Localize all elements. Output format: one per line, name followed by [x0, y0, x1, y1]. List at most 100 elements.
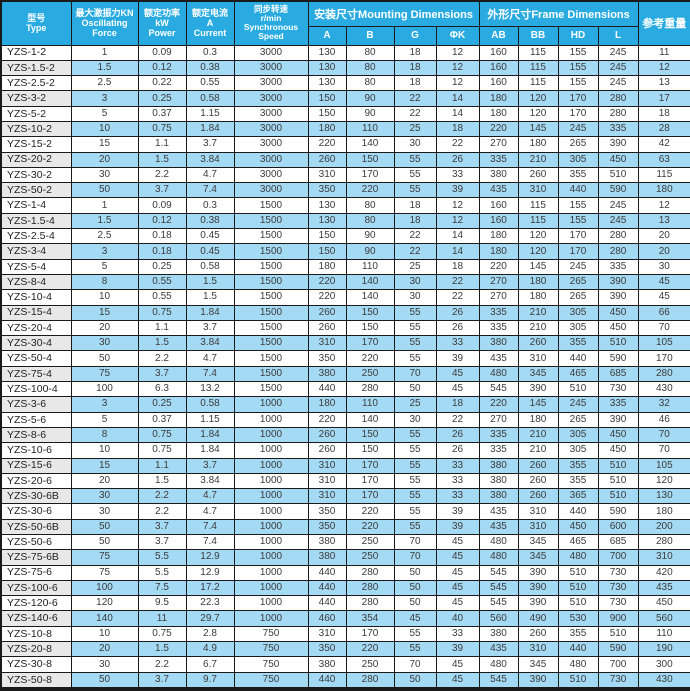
cell-a: 220: [307, 411, 347, 428]
cell-current: 3.7: [185, 136, 235, 153]
cell-model: YZS-75-4: [0, 365, 72, 383]
cell-model: YZS-5-6: [0, 411, 72, 428]
cell-l: 510: [597, 457, 639, 474]
table-row: YZS-30-4 30 1.5 3.84 1500 310 170 55 33 380 260 355…: [0, 335, 690, 352]
cell-speed: 3000: [233, 75, 309, 92]
cell-speed: 1500: [233, 304, 309, 321]
cell-b: 280: [345, 671, 395, 690]
cell-l: 335: [597, 258, 639, 275]
cell-current: 12.9: [185, 549, 235, 566]
cell-l: 600: [597, 518, 639, 536]
cell-force: 50: [70, 533, 139, 551]
cell-force: 15: [70, 304, 139, 321]
cell-l: 450: [597, 442, 639, 459]
cell-current: 7.4: [185, 533, 235, 551]
cell-hd: 305: [557, 426, 599, 444]
cell-speed: 750: [233, 625, 309, 643]
cell-l: 510: [597, 472, 639, 490]
cell-current: 1.84: [185, 426, 235, 444]
cell-current: 0.38: [185, 59, 235, 77]
table-row: YZS-50-6 50 3.7 7.4 1000 380 250 70 45 480 345 465 6…: [0, 533, 690, 551]
cell-bb: 390: [517, 595, 559, 612]
cell-speed: 1500: [233, 212, 309, 230]
cell-g: 55: [393, 350, 437, 367]
table-row: YZS-100-6 100 7.5 17.2 1000 440 280 50 45 545 390 5…: [0, 579, 690, 597]
cell-b: 250: [345, 365, 395, 383]
cell-ab: 435: [478, 518, 519, 536]
cell-l: 450: [597, 319, 639, 337]
table-row: YZS-20-8 20 1.5 4.9 750 350 220 55 39 435 310 440 59…: [0, 641, 690, 658]
cell-current: 4.7: [185, 166, 235, 184]
cell-force: 140: [70, 610, 139, 627]
cell-a: 260: [307, 319, 347, 337]
cell-force: 75: [70, 365, 139, 383]
cell-model: YZS-30-8: [0, 656, 72, 673]
cell-l: 335: [597, 396, 639, 413]
cell-b: 90: [345, 90, 395, 107]
cell-model: YZS-3-4: [0, 243, 72, 260]
cell-power: 0.75: [137, 426, 187, 444]
cell-power: 3.7: [137, 518, 187, 536]
cell-weight: 45: [637, 289, 690, 306]
cell-bb: 115: [517, 75, 559, 92]
cell-g: 18: [393, 212, 437, 230]
cell-l: 335: [597, 120, 639, 138]
cell-phik: 33: [435, 166, 480, 184]
cell-force: 20: [70, 319, 139, 337]
cell-model: YZS-5-4: [0, 258, 72, 275]
cell-phik: 12: [435, 59, 480, 77]
cell-hd: 170: [557, 228, 599, 245]
cell-phik: 45: [435, 365, 480, 383]
cell-weight: 180: [637, 503, 690, 520]
cell-weight: 20: [637, 228, 690, 245]
cell-weight: 430: [637, 381, 690, 398]
cell-model: YZS-15-2: [0, 136, 72, 153]
cell-b: 220: [345, 518, 395, 536]
cell-g: 50: [393, 381, 437, 398]
cell-a: 180: [307, 120, 347, 138]
cell-b: 250: [345, 533, 395, 551]
cell-bb: 345: [517, 365, 559, 383]
cell-a: 150: [307, 90, 347, 107]
cell-bb: 180: [517, 411, 559, 428]
cell-current: 2.8: [185, 625, 235, 643]
table-row: YZS-140-6 140 11 29.7 1000 460 354 45 40 560 490 53…: [0, 610, 690, 627]
cell-g: 22: [393, 228, 437, 245]
cell-g: 55: [393, 151, 437, 168]
cell-phik: 45: [435, 579, 480, 597]
table-row: YZS-75-6 75 5.5 12.9 1000 440 280 50 45 545 390 510…: [0, 564, 690, 581]
cell-g: 18: [393, 75, 437, 92]
cell-phik: 18: [435, 120, 480, 138]
cell-weight: 66: [637, 304, 690, 321]
cell-g: 30: [393, 136, 437, 153]
cell-weight: 12: [637, 197, 690, 214]
cell-power: 3.7: [137, 671, 187, 690]
cell-speed: 3000: [233, 120, 309, 138]
cell-l: 510: [597, 488, 639, 505]
cell-power: 1.1: [137, 457, 187, 474]
cell-force: 75: [70, 564, 139, 581]
cell-bb: 210: [517, 304, 559, 321]
cell-weight: 105: [637, 457, 690, 474]
cell-b: 110: [345, 120, 395, 138]
cell-b: 150: [345, 151, 395, 168]
cell-b: 170: [345, 335, 395, 352]
cell-model: YZS-120-6: [0, 595, 72, 612]
cell-power: 0.22: [137, 75, 187, 92]
cell-phik: 26: [435, 304, 480, 321]
cell-speed: 1500: [233, 273, 309, 291]
cell-ab: 380: [478, 472, 519, 490]
cell-weight: 310: [637, 549, 690, 566]
cell-bb: 210: [517, 426, 559, 444]
cell-ab: 160: [478, 59, 519, 77]
cell-power: 0.75: [137, 120, 187, 138]
table-row: YZS-3-4 3 0.18 0.45 1500 150 90 22 14 180 120 170 28…: [0, 243, 690, 260]
cell-bb: 260: [517, 457, 559, 474]
cell-current: 9.7: [185, 671, 235, 690]
cell-b: 170: [345, 625, 395, 643]
table-row: YZS-30-6B 30 2.2 4.7 1000 310 170 55 33 380 260 365…: [0, 488, 690, 505]
cell-force: 30: [70, 488, 139, 505]
cell-l: 280: [597, 243, 639, 260]
col-header-power: 额定功率 kW Power: [137, 0, 187, 46]
cell-bb: 115: [517, 212, 559, 230]
